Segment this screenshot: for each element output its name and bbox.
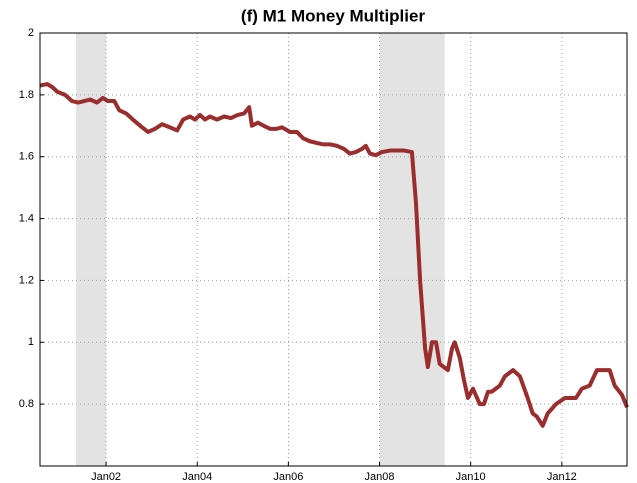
- y-tick-label: 1.2: [19, 274, 34, 286]
- x-tick-label: Jan02: [91, 471, 121, 483]
- x-tick-label: Jan10: [456, 471, 486, 483]
- plot-frame: [39, 32, 628, 467]
- y-tick-label: 1: [28, 336, 34, 348]
- x-tick-label: Jan08: [365, 471, 395, 483]
- y-tick-label: 1.4: [19, 212, 34, 224]
- y-tick-label: 1.6: [19, 151, 34, 163]
- data-line: [39, 82, 629, 428]
- y-tick-label: 2: [28, 27, 34, 39]
- y-tick-label: 0.8: [19, 398, 34, 410]
- y-tick-label: 1.8: [19, 89, 34, 101]
- plot-area: [40, 33, 627, 466]
- recession-shade: [76, 33, 107, 466]
- recession-shade: [379, 33, 445, 466]
- x-tick-label: Jan04: [182, 471, 212, 483]
- chart-title: (f) M1 Money Multiplier: [241, 6, 426, 25]
- x-tick-label: Jan06: [273, 471, 303, 483]
- x-tick-label: Jan12: [547, 471, 577, 483]
